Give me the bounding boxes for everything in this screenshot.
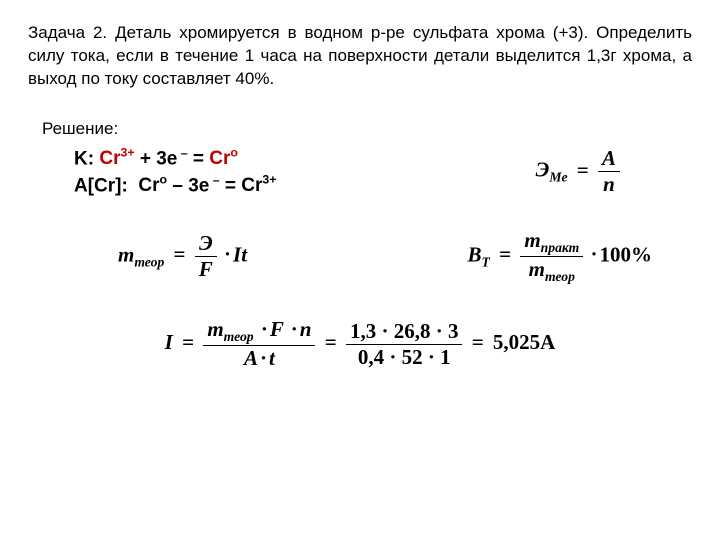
row-current: I = mтеор ·F ·n A·t = 1,3 · 26,8 · 3 0,4…	[28, 318, 692, 370]
formula-m-teor: mтеор = Э F ·It	[118, 232, 247, 281]
anode-rhs: Cr3+	[241, 175, 276, 196]
cathode-lhs: Cr3+	[99, 148, 139, 169]
formula-equivalent-mass: ЭMe = A n	[536, 147, 620, 196]
formula-bt: BT = mпракт mтеор ·100%	[467, 229, 652, 284]
anode-label: A[Cr]:	[74, 175, 128, 196]
row-reactions-and-eme: K: Cr3+ + 3e – = Crо A[Cr]: Crо – 3e – =…	[28, 145, 692, 199]
cathode-label: K:	[74, 148, 94, 169]
anode-electrons: – 3e	[172, 175, 209, 196]
cathode-electrons: + 3e	[140, 148, 178, 169]
problem-statement: Задача 2. Деталь хромируется в водном р-…	[28, 22, 692, 91]
row-mteor-and-bt: mтеор = Э F ·It BT = mпракт mтеор ·100%	[118, 229, 652, 284]
anode-reaction: A[Cr]: Crо – 3e – = Cr3+	[74, 172, 276, 199]
slide: Задача 2. Деталь хромируется в водном р-…	[0, 0, 720, 370]
electrode-reactions: K: Cr3+ + 3e – = Crо A[Cr]: Crо – 3e – =…	[74, 145, 276, 199]
cathode-rhs: Crо	[209, 148, 238, 169]
anode-lhs: Crо	[133, 175, 172, 196]
cathode-reaction: K: Cr3+ + 3e – = Crо	[74, 145, 276, 172]
formula-current: I = mтеор ·F ·n A·t = 1,3 · 26,8 · 3 0,4…	[28, 318, 692, 370]
solution-label: Решение:	[42, 119, 692, 139]
